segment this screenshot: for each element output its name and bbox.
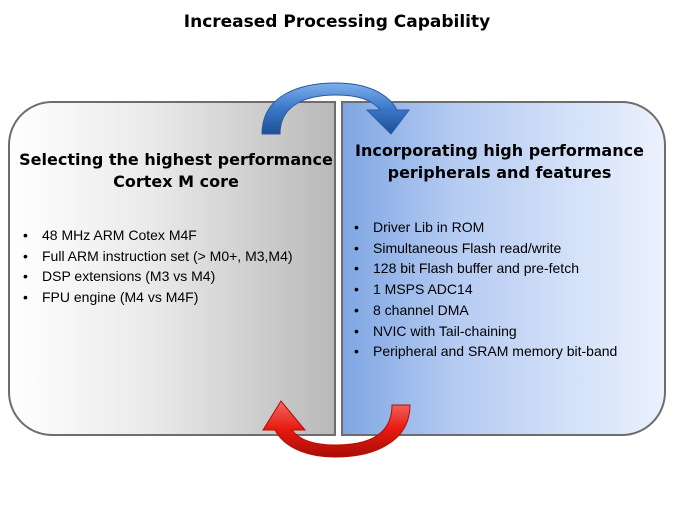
list-item: NVIC with Tail-chaining: [353, 321, 640, 342]
list-item: 8 channel DMA: [353, 300, 640, 321]
list-item: 128 bit Flash buffer and pre-fetch: [353, 258, 640, 279]
left-panel-heading: Selecting the highest performance Cortex…: [19, 150, 333, 191]
list-item: DSP extensions (M3 vs M4): [22, 266, 297, 287]
bottom-arrow-shape: [262, 400, 411, 458]
list-item: 48 MHz ARM Cotex M4F: [22, 225, 297, 246]
right-panel: Incorporating high performance periphera…: [341, 101, 666, 436]
left-panel: Selecting the highest performance Cortex…: [8, 101, 336, 436]
list-item: Simultaneous Flash read/write: [353, 238, 640, 259]
right-panel-heading: Incorporating high performance periphera…: [355, 141, 644, 182]
top-arrow-shape: [261, 82, 410, 135]
list-item: FPU engine (M4 vs M4F): [22, 287, 297, 308]
slide-title: Increased Processing Capability: [183, 12, 491, 32]
list-item: Full ARM instruction set (> M0+, M3,M4): [22, 246, 297, 267]
left-bullet-list: 48 MHz ARM Cotex M4F Full ARM instructio…: [22, 225, 297, 308]
list-item: Driver Lib in ROM: [353, 217, 640, 238]
right-bullet-list: Driver Lib in ROM Simultaneous Flash rea…: [353, 217, 640, 362]
list-item: Peripheral and SRAM memory bit-band: [353, 341, 640, 362]
list-item: 1 MSPS ADC14: [353, 279, 640, 300]
